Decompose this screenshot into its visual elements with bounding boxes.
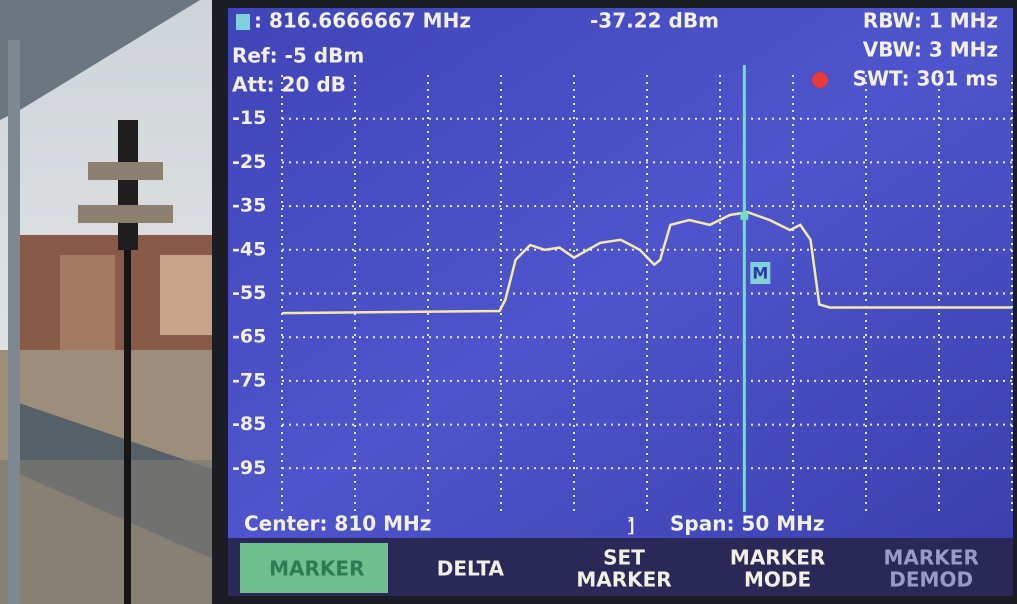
marker-frequency: : 816.6666667 MHz bbox=[254, 9, 471, 33]
setting: RBW: 1 MHz bbox=[863, 9, 998, 33]
marker-icon bbox=[236, 14, 250, 30]
page: -15 -25 -35 -45 -55 -65 -75 -85 -95 M : 816.666666… bbox=[0, 0, 1017, 604]
marker-level: -37.22 dBm bbox=[590, 9, 719, 33]
y-tick-label: -55 bbox=[232, 282, 266, 304]
softkey-label[interactable]: MARKER bbox=[884, 546, 979, 570]
connector-icon: ⦐ bbox=[628, 512, 635, 536]
setting: SWT: 301 ms bbox=[853, 67, 998, 91]
y-tick-label: -85 bbox=[232, 413, 266, 435]
y-tick-label: -65 bbox=[232, 326, 266, 348]
y-tick-label: -45 bbox=[232, 238, 266, 260]
softkey-label[interactable]: MARKER bbox=[576, 568, 671, 592]
y-tick-label: -75 bbox=[232, 369, 266, 391]
marker-label: M bbox=[752, 264, 768, 283]
sweep-indicator bbox=[812, 72, 828, 88]
y-tick-label: -95 bbox=[232, 457, 266, 479]
softkey-label[interactable]: DELTA bbox=[437, 557, 505, 581]
setting: VBW: 3 MHz bbox=[863, 38, 998, 62]
softkey-label[interactable]: DEMOD bbox=[889, 568, 973, 592]
y-tick-label: -35 bbox=[232, 195, 266, 217]
setting: Ref: -5 dBm bbox=[232, 44, 364, 68]
softkey-label[interactable]: MARKER bbox=[730, 546, 825, 570]
span: Span: 50 MHz bbox=[670, 512, 825, 536]
center-frequency: Center: 810 MHz bbox=[244, 512, 431, 536]
y-tick-label: -25 bbox=[232, 151, 266, 173]
setting: Att: 20 dB bbox=[232, 73, 346, 97]
softkey-label[interactable]: SET bbox=[603, 546, 645, 570]
softkey-label[interactable]: MODE bbox=[744, 568, 811, 592]
softkey-label[interactable]: MARKER bbox=[269, 557, 364, 581]
marker-point bbox=[740, 212, 748, 220]
y-tick-label: -15 bbox=[232, 107, 266, 129]
